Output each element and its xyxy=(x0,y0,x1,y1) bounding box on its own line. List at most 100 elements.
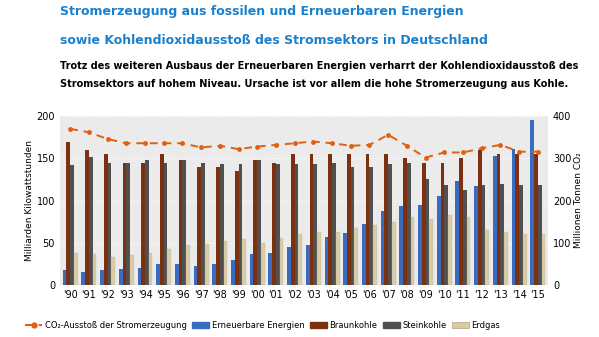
Bar xyxy=(455,181,459,285)
Bar xyxy=(130,255,134,285)
Bar xyxy=(100,270,104,285)
Bar xyxy=(497,154,500,285)
Bar xyxy=(418,205,422,285)
Bar xyxy=(145,160,149,285)
Bar xyxy=(478,150,482,285)
Bar xyxy=(268,253,272,285)
Bar xyxy=(126,162,130,285)
Bar xyxy=(493,156,497,285)
Bar xyxy=(93,254,96,285)
Bar xyxy=(193,266,198,285)
Bar xyxy=(81,272,85,285)
Bar xyxy=(407,162,410,285)
Bar xyxy=(422,162,425,285)
Bar xyxy=(291,154,295,285)
Bar xyxy=(85,150,89,285)
Bar xyxy=(541,234,545,285)
Bar xyxy=(336,232,340,285)
Legend: CO₂-Ausstoß der Stromerzeugung, Erneuerbare Energien, Braunkohle, Steinkohle, Er: CO₂-Ausstoß der Stromerzeugung, Erneuerb… xyxy=(22,317,504,333)
Bar xyxy=(388,164,392,285)
Bar xyxy=(123,162,126,285)
Bar xyxy=(440,162,444,285)
Bar xyxy=(410,217,415,285)
Bar xyxy=(504,232,508,285)
Bar xyxy=(66,142,70,285)
Bar xyxy=(332,162,336,285)
Bar xyxy=(235,171,238,285)
Bar xyxy=(272,162,276,285)
Bar xyxy=(70,165,74,285)
Bar xyxy=(463,189,467,285)
Bar xyxy=(343,233,347,285)
Bar xyxy=(313,164,317,285)
Bar xyxy=(325,237,328,285)
Bar xyxy=(355,228,358,285)
Bar xyxy=(500,184,504,285)
Y-axis label: Milliarden Kilowattstunden: Milliarden Kilowattstunden xyxy=(25,140,34,261)
Bar xyxy=(168,249,171,285)
Text: Trotz des weiteren Ausbaus der Erneuerbaren Energien verharrt der Kohlendioxidau: Trotz des weiteren Ausbaus der Erneuerba… xyxy=(60,61,578,71)
Bar xyxy=(280,239,283,285)
Bar xyxy=(74,253,78,285)
Bar xyxy=(198,167,201,285)
Bar xyxy=(295,164,298,285)
Bar xyxy=(119,269,123,285)
Bar xyxy=(238,164,242,285)
Bar xyxy=(63,270,66,285)
Bar xyxy=(370,167,373,285)
Bar xyxy=(425,179,429,285)
Bar xyxy=(160,154,164,285)
Bar xyxy=(366,154,370,285)
Bar xyxy=(164,162,168,285)
Text: Stromerzeugung aus fossilen und Erneuerbaren Energien: Stromerzeugung aus fossilen und Erneuerb… xyxy=(60,5,464,18)
Bar xyxy=(306,245,310,285)
Bar xyxy=(108,163,111,285)
Bar xyxy=(89,157,93,285)
Bar xyxy=(429,219,433,285)
Bar xyxy=(467,217,470,285)
Bar xyxy=(385,154,388,285)
Bar xyxy=(250,254,253,285)
Bar xyxy=(444,185,448,285)
Bar xyxy=(485,230,489,285)
Text: Stromsektors auf hohem Niveau. Ursache ist vor allem die hohe Stromerzeugung aus: Stromsektors auf hohem Niveau. Ursache i… xyxy=(60,79,568,89)
Bar xyxy=(512,149,515,285)
Bar xyxy=(175,264,179,285)
Bar xyxy=(351,167,355,285)
Bar xyxy=(257,160,261,285)
Bar xyxy=(515,154,519,285)
Bar xyxy=(287,247,291,285)
Text: sowie Kohlendioxidausstoß des Stromsektors in Deutschland: sowie Kohlendioxidausstoß des Stromsekto… xyxy=(60,34,488,47)
Bar xyxy=(523,234,527,285)
Bar xyxy=(104,154,108,285)
Bar xyxy=(179,160,183,285)
Bar xyxy=(459,158,463,285)
Bar xyxy=(149,253,153,285)
Bar xyxy=(317,232,321,285)
Bar xyxy=(519,185,523,285)
Bar xyxy=(448,215,452,285)
Bar xyxy=(530,121,534,285)
Bar xyxy=(538,185,541,285)
Bar xyxy=(534,154,538,285)
Bar xyxy=(347,154,351,285)
Bar xyxy=(474,186,478,285)
Bar xyxy=(231,260,235,285)
Bar xyxy=(216,167,220,285)
Bar xyxy=(201,162,205,285)
Bar xyxy=(111,257,115,285)
Bar xyxy=(183,160,186,285)
Bar xyxy=(212,264,216,285)
Bar xyxy=(261,243,265,285)
Bar xyxy=(403,158,407,285)
Bar xyxy=(223,241,227,285)
Bar xyxy=(310,154,313,285)
Bar xyxy=(400,206,403,285)
Bar xyxy=(156,264,160,285)
Bar xyxy=(276,164,280,285)
Bar xyxy=(373,225,377,285)
Bar xyxy=(437,196,440,285)
Bar xyxy=(381,212,385,285)
Y-axis label: Millionen Tonnen CO₂: Millionen Tonnen CO₂ xyxy=(574,153,583,248)
Bar xyxy=(298,234,302,285)
